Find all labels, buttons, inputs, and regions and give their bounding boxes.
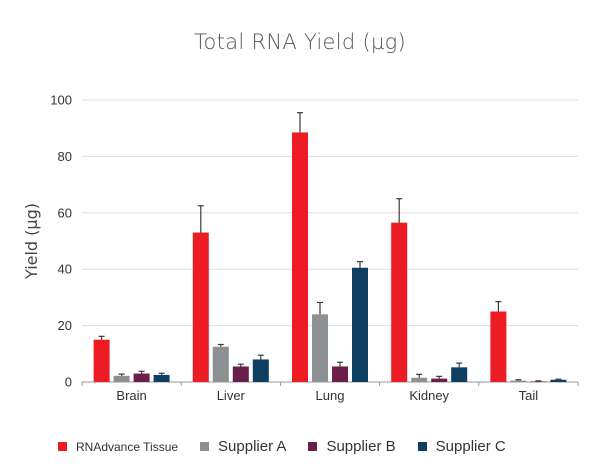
bar (113, 375, 130, 382)
y-axis-title: Yield (µg) (22, 203, 41, 280)
legend-swatch (417, 442, 427, 451)
bar (93, 339, 110, 382)
x-tick-label: Kidney (409, 388, 449, 403)
bar (550, 379, 567, 382)
bar (411, 377, 428, 382)
legend-item: Supplier B (308, 438, 396, 455)
x-tick-label: Tail (519, 388, 539, 403)
bar (431, 378, 448, 382)
bar (391, 222, 408, 382)
legend-item: Supplier C (417, 438, 506, 455)
x-tick-label: Lung (316, 388, 345, 403)
legend-swatch (200, 442, 210, 451)
y-tick-label: 80 (58, 149, 72, 164)
bar (192, 232, 209, 382)
y-tick-label: 60 (58, 205, 72, 220)
bar (232, 366, 249, 382)
legend: RNAdvance Tissue Supplier A Supplier B Supp… (58, 438, 528, 455)
legend-swatch (58, 442, 67, 451)
x-tick-label: Liver (217, 388, 246, 403)
bar (252, 359, 269, 382)
bar (530, 381, 547, 382)
y-tick-label: 40 (58, 262, 72, 277)
bar (292, 132, 308, 382)
chart-title: Total RNA Yield (µg) (193, 30, 407, 54)
y-tick-label: 100 (50, 93, 72, 108)
bar (153, 374, 170, 382)
legend-label: Supplier B (326, 438, 396, 455)
bar (490, 311, 507, 382)
legend-label: RNAdvance Tissue (76, 439, 179, 454)
legend-item: RNAdvance Tissue (58, 440, 178, 454)
legend-swatch (308, 442, 318, 451)
legend-label: Supplier A (218, 438, 287, 455)
legend-item: Supplier A (200, 438, 286, 455)
bar (212, 346, 229, 382)
bar (352, 267, 368, 382)
bar (312, 314, 328, 382)
y-tick-label: 0 (65, 375, 72, 390)
legend-label: Supplier C (435, 438, 506, 455)
bar (133, 373, 150, 382)
y-tick-label: 20 (58, 318, 72, 333)
bar (510, 380, 527, 382)
bar (332, 366, 348, 382)
x-tick-label: Brain (116, 388, 146, 403)
bar (451, 367, 468, 382)
